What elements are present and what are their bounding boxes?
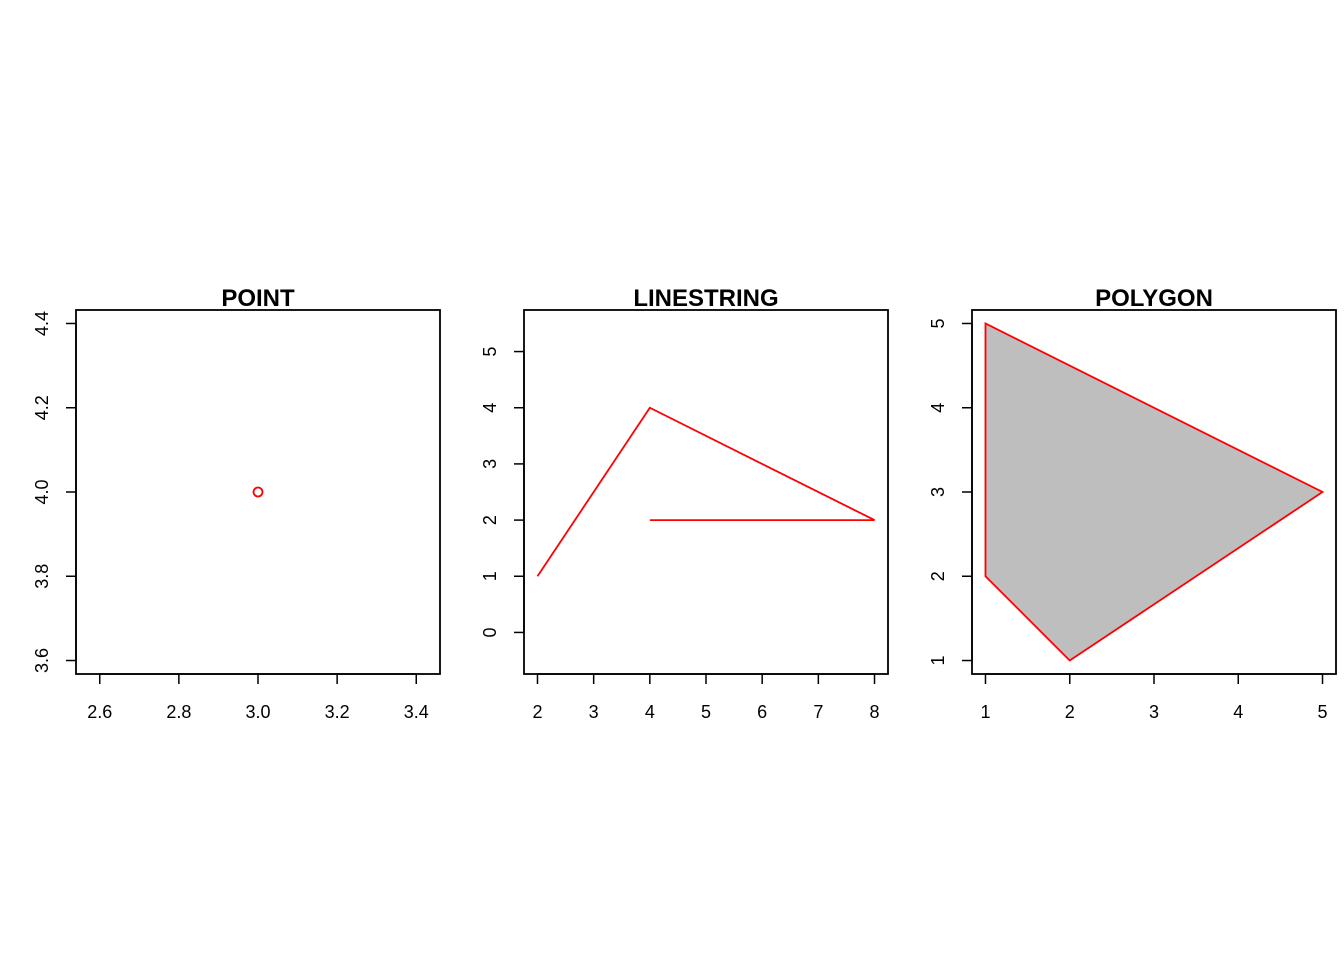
linestring-x-tick-label: 7 [813,702,823,722]
point-x-tick-label: 3.4 [404,702,429,722]
polygon-y-tick-label: 1 [928,656,948,666]
polygon-y-tick-label: 4 [928,403,948,413]
linestring-title: LINESTRING [633,285,778,312]
linestring-y-tick-label: 1 [480,571,500,581]
linestring-plot-frame [523,309,889,675]
polygon-x-tick-label: 2 [1065,702,1075,722]
point-y-tick-label: 4.2 [32,395,52,420]
point-x-tick-label: 2.6 [87,702,112,722]
linestring-x-tick-label: 8 [870,702,880,722]
linestring-x-tick-label: 3 [589,702,599,722]
linestring-x-tick-label: 6 [757,702,767,722]
point-point [252,486,264,498]
polygon-y-tick-label: 5 [928,318,948,328]
linestring-y-tick-label: 4 [480,403,500,413]
linestring-x-tick-label: 2 [532,702,542,722]
linestring-x-tick-label: 5 [701,702,711,722]
polygon-y-tick-label: 3 [928,487,948,497]
polygon-y-tick-label: 2 [928,571,948,581]
linestring-y-tick-label: 2 [480,515,500,525]
point-title: POINT [221,285,295,312]
linestring-line [536,406,875,577]
point-y-tick-label: 4.0 [32,479,52,504]
polygon-x-tick-label: 5 [1318,702,1328,722]
polygon-x-tick-label: 4 [1233,702,1243,722]
polygon-panel: POLYGON 1 2 3 4 5 1 2 3 4 5 [928,285,1337,722]
point-y-tick-label: 3.8 [32,564,52,589]
polygon-x-tick-label: 3 [1149,702,1159,722]
polygon-title: POLYGON [1095,285,1213,312]
linestring-y-tick-label: 5 [480,347,500,357]
linestring-x-tick-label: 4 [645,702,655,722]
polygon-x-tick-label: 1 [980,702,990,722]
point-y-tick-label: 3.6 [32,648,52,673]
linestring-panel: LINESTRING 2 3 4 5 6 7 8 0 1 2 3 4 5 [480,285,889,722]
linestring-y-tick-label: 0 [480,627,500,637]
point-x-tick-label: 3.2 [325,702,350,722]
point-x-tick-label: 2.8 [166,702,191,722]
point-y-tick-label: 4.4 [32,311,52,336]
polygon-shape [984,322,1325,662]
linestring-y-tick-label: 3 [480,459,500,469]
point-panel: POINT 2.6 2.8 3.0 3.2 3.4 3.6 3.8 4.0 4.2 4.4 [32,285,441,722]
point-x-tick-label: 3.0 [245,702,270,722]
point-plot-frame [75,309,441,675]
